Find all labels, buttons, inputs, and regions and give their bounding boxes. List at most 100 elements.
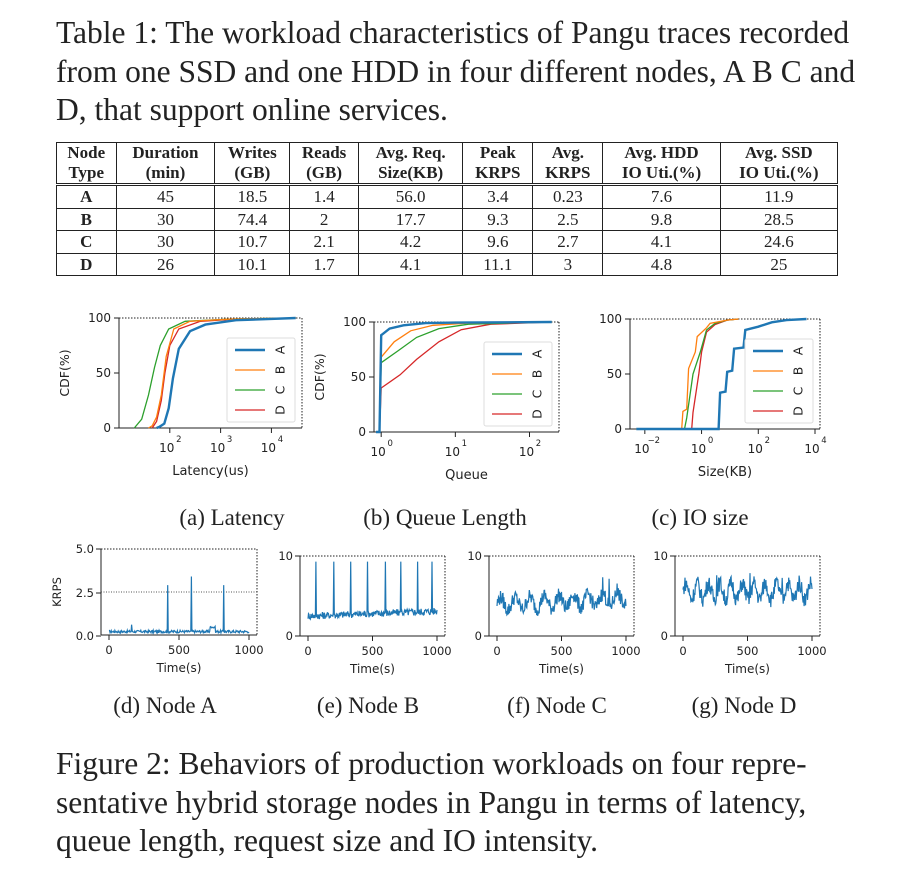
x-tick-label-base: 10 — [261, 441, 276, 455]
table-cell: 25 — [719, 252, 839, 276]
table-cell: 4.2 — [357, 230, 464, 254]
table-cell: 11.1 — [462, 252, 534, 276]
table-cell: 11.9 — [719, 184, 839, 209]
table-cell: 2.5 — [532, 207, 604, 231]
series-line-a — [376, 320, 552, 434]
x-tick-label: 0 — [679, 644, 686, 658]
legend-label-c: C — [791, 386, 806, 395]
table-cell: 10.7 — [214, 230, 291, 254]
y-tick-label: 50 — [96, 366, 111, 380]
x-tick-label-base: 10 — [445, 445, 460, 459]
table-cell: 28.5 — [719, 207, 839, 231]
subcaption: (g) Node D — [692, 693, 797, 718]
y-tick-label: 5.0 — [76, 542, 94, 556]
x-tick-label-base: 10 — [519, 445, 534, 459]
y-tick-label: 100 — [599, 312, 622, 326]
x-tick-label-exponent: 2 — [176, 435, 181, 445]
x-axis-label: Latency(us) — [172, 464, 249, 479]
table-caption: Table 1: The workload characteristics of… — [56, 15, 856, 127]
legend-label-c: C — [273, 385, 288, 394]
x-tick-label-exponent: 2 — [536, 439, 541, 449]
x-tick-label-exponent: −2 — [648, 436, 661, 446]
x-tick-label-base: 10 — [159, 441, 174, 455]
node-type-cell: B — [56, 207, 117, 231]
x-tick-label: 1000 — [422, 644, 451, 658]
series-line-c — [636, 318, 739, 430]
x-tick-label: 1000 — [611, 644, 640, 658]
subcaption: (a) Latency — [179, 505, 285, 530]
legend-label-b: B — [791, 367, 806, 376]
x-tick-label-base: 10 — [634, 442, 649, 456]
table-cell: 4.8 — [602, 252, 721, 276]
table-cell: 74.4 — [214, 207, 291, 231]
figure-caption-line: sentative hybrid storage nodes in Pangu … — [56, 784, 807, 820]
table-row: C 30 10.7 2.1 4.2 9.6 2.7 4.1 24.6 — [56, 230, 839, 254]
table-cell: 26 — [115, 252, 216, 276]
column-header-bottom: KRPS — [462, 163, 534, 186]
x-tick-label-exponent: 3 — [227, 435, 232, 445]
figure-caption: Figure 2: Behaviors of production worklo… — [56, 745, 856, 861]
y-tick-label: 100 — [88, 311, 111, 325]
legend-label-b: B — [273, 366, 288, 375]
table-cell: 56.0 — [357, 184, 464, 209]
figure-caption-line: Figure 2: Behaviors of production worklo… — [56, 746, 807, 781]
x-tick-label: 1000 — [234, 643, 263, 657]
table-cell: 9.6 — [462, 230, 534, 254]
x-axis-label: Time(s) — [724, 662, 770, 676]
legend-box — [483, 341, 553, 427]
legend-label-d: D — [530, 409, 545, 419]
x-axis-label: Time(s) — [156, 661, 202, 675]
y-tick-label: 0 — [103, 421, 111, 435]
y-tick-label: 0 — [286, 629, 293, 643]
x-tick-label-exponent: 4 — [278, 435, 283, 445]
x-tick-label-base: 10 — [210, 441, 225, 455]
series-line — [108, 576, 250, 636]
x-tick-label: 500 — [168, 643, 190, 657]
node-type-cell: C — [56, 230, 117, 254]
column-header-bottom: IO Uti.(%) — [602, 163, 721, 186]
series-line-b — [636, 318, 739, 430]
table-cell: 7.6 — [602, 184, 721, 209]
table-cell: 9.3 — [462, 207, 534, 231]
table-header: Node Duration Writes Reads Avg. Req. Peak Avg.… — [56, 142, 839, 186]
x-tick-label: 0 — [493, 644, 500, 658]
x-tick-label-exponent: 0 — [708, 436, 713, 446]
column-header-top: Node — [56, 142, 117, 163]
legend-label-c: C — [530, 389, 545, 398]
table-cell: 45 — [115, 184, 216, 209]
table-cell: 17.7 — [357, 207, 464, 231]
subcaption: (e) Node B — [317, 693, 419, 718]
y-axis-label: CDF(%) — [312, 353, 327, 400]
header-row-1: Node Duration Writes Reads Avg. Req. Peak Avg.… — [56, 142, 839, 163]
y-axis-label: CDF(%) — [57, 349, 72, 396]
x-tick-label: 500 — [737, 644, 759, 658]
x-tick-label: 0 — [105, 643, 112, 657]
x-tick-label-base: 10 — [804, 442, 819, 456]
column-header-top: Peak — [462, 142, 534, 163]
legend-box — [226, 337, 296, 423]
y-tick-label: 0 — [614, 422, 622, 436]
x-axis-label: Queue — [445, 468, 488, 483]
table-cell: 30 — [115, 207, 216, 231]
table-cell: 24.6 — [719, 230, 839, 254]
series-line — [307, 561, 438, 621]
y-tick-label: 10 — [278, 549, 293, 563]
legend-label-a: A — [791, 346, 806, 355]
legend-label-d: D — [273, 405, 288, 415]
column-header-bottom: IO Uti.(%) — [719, 163, 839, 186]
y-tick-label: 0 — [661, 629, 668, 643]
table-row: D 26 10.1 1.7 4.1 11.1 3 4.8 25 — [56, 252, 839, 276]
y-tick-label: 0.0 — [76, 629, 94, 643]
column-header-top: Reads — [289, 142, 359, 163]
subcaption: (b) Queue Length — [363, 505, 527, 530]
x-axis-label: Time(s) — [349, 662, 395, 676]
y-axis-label: KRPS — [50, 577, 64, 607]
x-tick-label-exponent: 0 — [387, 439, 392, 449]
subcaption: (f) Node C — [507, 693, 607, 718]
table-cell: 30 — [115, 230, 216, 254]
y-tick-label: 50 — [351, 370, 366, 384]
workload-table: Node Duration Writes Reads Avg. Req. Peak Avg.… — [56, 142, 839, 276]
legend-box — [744, 338, 814, 424]
series-line-a — [156, 316, 296, 430]
